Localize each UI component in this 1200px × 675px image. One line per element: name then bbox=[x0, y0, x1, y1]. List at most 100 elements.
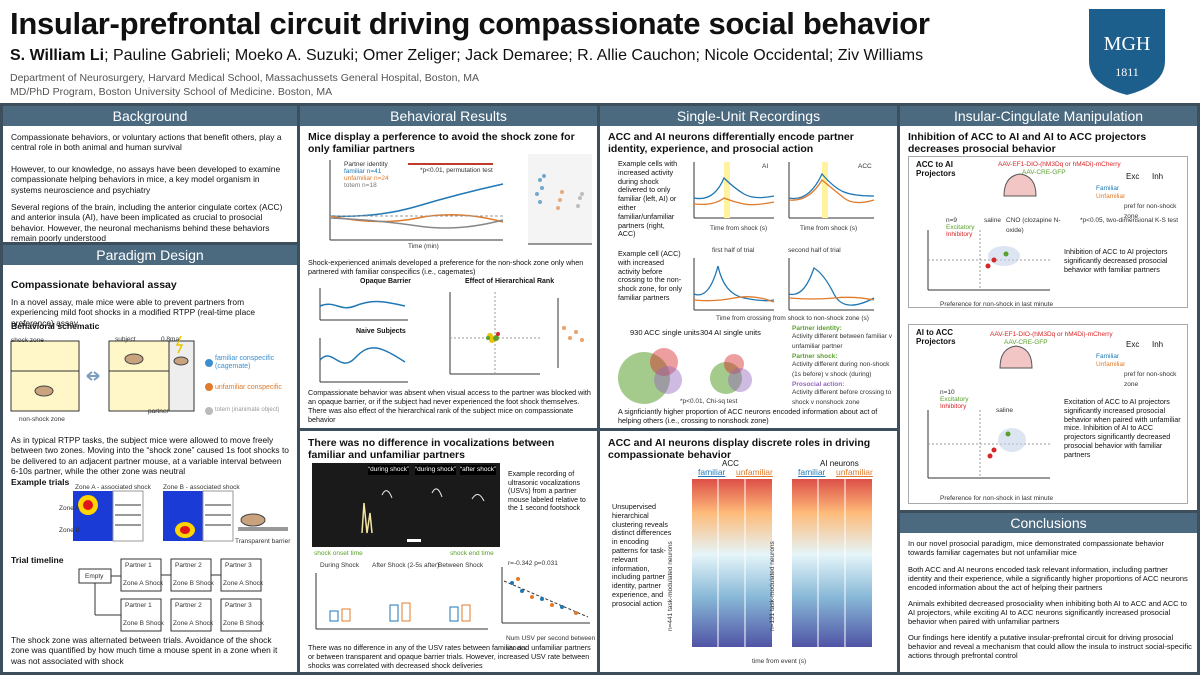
paradigm-heading: Paradigm Design bbox=[3, 245, 297, 265]
subject-label: subject bbox=[115, 336, 136, 343]
shock-onset-label: shock onset time bbox=[314, 550, 363, 557]
familiar-label-2: Familiar bbox=[1096, 353, 1120, 360]
ai-to-acc-box bbox=[908, 324, 1188, 504]
conclusions-heading: Conclusions bbox=[900, 513, 1197, 533]
acc-unfamiliar-label: unfamiliar bbox=[736, 467, 773, 477]
n9-label: n=9 bbox=[946, 217, 958, 224]
singleunit-heading: Single-Unit Recordings bbox=[600, 106, 897, 126]
ai-cell-label: AI bbox=[762, 163, 769, 170]
empty-label: Empty bbox=[85, 573, 104, 580]
conclusion-p1: In our novel prosocial paradigm, mice de… bbox=[908, 539, 1164, 557]
after-shock-label: After Shock (2-5s after) bbox=[372, 562, 440, 569]
ai-units-label: 304 AI single units bbox=[700, 328, 761, 337]
legend-unfamiliar-n: unfamiliar n=24 bbox=[344, 175, 389, 182]
ai-heatmap-title: AI neurons bbox=[820, 459, 859, 468]
opaque-barrier-chart bbox=[319, 288, 408, 321]
venn-diagrams bbox=[618, 348, 752, 404]
cell2-activity-charts bbox=[693, 258, 875, 311]
zone-a-shock-3: Zone A Shock bbox=[173, 620, 214, 627]
acc-n-label: n=441 task-modulated neurons bbox=[667, 541, 674, 631]
behavioral-title-2: There was no difference in vocalizations… bbox=[308, 437, 555, 461]
ai-familiar-label: familiar bbox=[798, 467, 826, 477]
partner2-label: Partner 2 bbox=[175, 562, 202, 569]
conclusion-p4: Our findings here identify a putative in… bbox=[908, 633, 1192, 660]
legend-familiar-n: familiar n=41 bbox=[344, 168, 382, 175]
acc-ai-scatter bbox=[927, 230, 1050, 291]
singleunit-caption-1: A signficiantly higher proportion of ACC… bbox=[618, 407, 878, 425]
logo-year: 1811 bbox=[1115, 65, 1139, 79]
pref-label-2: pref for non-shock zone bbox=[1124, 371, 1177, 389]
zone-a-assoc-label: Zone A - associated shock bbox=[75, 484, 151, 491]
mouse-icon bbox=[34, 385, 54, 397]
mouse-icon bbox=[173, 356, 189, 366]
legend-totem-n: totem n=18 bbox=[344, 182, 377, 189]
paradigm-subtitle: Compassionate behavioral assay bbox=[11, 279, 177, 291]
saline-label-1: saline bbox=[984, 217, 1001, 224]
pa-label: Prosocial action: bbox=[792, 381, 845, 388]
ps-label: Partner shock: bbox=[792, 353, 838, 360]
trial-timeline-diagram bbox=[78, 558, 262, 632]
opaque-barrier-label: Opaque Barrier bbox=[360, 278, 411, 285]
partner2-label-2: Partner 2 bbox=[175, 602, 202, 609]
affiliation-1: Department of Neurosurgery, Harvard Medi… bbox=[10, 72, 480, 84]
behavioral-schematic bbox=[10, 335, 213, 415]
shock-zone-label: shock zone bbox=[11, 337, 44, 344]
acc-cell-label: ACC bbox=[858, 163, 872, 170]
conclusions-panel: Conclusions In our novel prosocial parad… bbox=[900, 513, 1197, 672]
poster-header: Insular-prefrontal circuit driving compa… bbox=[0, 0, 1200, 103]
insular-title-1: Inhibition of ACC to AI and AI to ACC pr… bbox=[908, 131, 1147, 155]
usv-correlation-scatter bbox=[501, 567, 590, 624]
usv-spectrogram bbox=[312, 463, 500, 547]
unfamiliar-label-1: Unfamiliar bbox=[1096, 193, 1126, 200]
virus1-label: AAV-EF1-DIO-(hM3Dq or hM4Di)-mCherry bbox=[998, 161, 1121, 168]
time-from-cross-label: Time from crossing from shock to non-sho… bbox=[716, 315, 869, 322]
correlation-stat: r=-0.342 p=0.031 bbox=[508, 560, 558, 567]
legend-familiar: familiar conspecific (cagemate) bbox=[215, 355, 275, 370]
cluster-text: Unsupervised hierarchical clustering rev… bbox=[612, 502, 672, 608]
hierarchical-rank-chart bbox=[449, 292, 584, 375]
brain-sagittal-icon bbox=[1003, 173, 1037, 197]
virus2b-label: AAV-CRE-GFP bbox=[1004, 339, 1048, 346]
poster-title: Insular-prefrontal circuit driving compa… bbox=[10, 6, 930, 41]
ai-heatmap bbox=[792, 479, 872, 647]
pa-desc: Activity different before crossing to sh… bbox=[792, 389, 892, 407]
zone-b-shock-1: Zone B Shock bbox=[173, 580, 214, 587]
legend-unfamiliar: unfamiliar conspecific bbox=[215, 384, 282, 391]
zone-a-shock-2: Zone A Shock bbox=[223, 580, 264, 587]
behavioral-heading: Behavioral Results bbox=[300, 106, 597, 126]
ai-unfamiliar-label: unfamiliar bbox=[836, 467, 873, 477]
familiar-label-1: Familiar bbox=[1096, 185, 1120, 192]
behavioral-title-1: Mice display a perference to avoid the s… bbox=[308, 131, 575, 155]
background-p2: However, to our knowledge, no assays hav… bbox=[11, 164, 281, 195]
excitatory-label-2: Excitatory bbox=[940, 396, 969, 403]
inhibitory-label-2: Inhibitory bbox=[940, 403, 967, 410]
between-shock-label: Between Shock bbox=[438, 562, 484, 569]
x-axis-label: Time (min) bbox=[408, 243, 439, 250]
insular-panel: Insular-Cingulate Manipulation Inhibitio… bbox=[900, 106, 1197, 510]
proj2-label: AI to ACC Projectors bbox=[916, 328, 956, 346]
preference-scatter bbox=[528, 154, 592, 245]
nusv-axis-label: Num USV per second between shocks bbox=[506, 635, 596, 653]
behavioral-caption-3: There was no difference in any of the US… bbox=[308, 643, 591, 670]
legend-title: Partner identity bbox=[344, 161, 388, 168]
acc-familiar-label: familiar bbox=[698, 467, 726, 477]
cell1-activity-charts bbox=[693, 162, 875, 219]
saline-label-2: saline bbox=[996, 407, 1013, 414]
zone-a-label: Zone A bbox=[59, 505, 80, 512]
singleunit-panel: Single-Unit Recordings ACC and AI neuron… bbox=[600, 106, 897, 428]
zone-b-shock-2: Zone B Shock bbox=[123, 620, 164, 627]
affiliations: Department of Neurosurgery, Harvard Medi… bbox=[10, 71, 479, 99]
acc-heatmap-title: ACC bbox=[722, 459, 739, 468]
acc-units-label: 930 ACC single units bbox=[630, 328, 700, 337]
acc-to-ai-box bbox=[908, 156, 1188, 308]
singleunit-title-1: ACC and AI neurons differentially encode… bbox=[608, 131, 854, 155]
usv-boxplots bbox=[315, 573, 488, 630]
insular-caption-2: Excitation of ACC to AI projectors signi… bbox=[1064, 397, 1181, 459]
ks-stat-1: *p<0.05, two-dimensional K-S test bbox=[1080, 217, 1179, 224]
paradigm-task-text: As in typical RTPP tasks, the subject mi… bbox=[11, 435, 289, 476]
clustering-panel: ACC and AI neurons display discrete role… bbox=[600, 431, 897, 672]
n10-label: n=10 bbox=[940, 389, 955, 396]
permutation-stat: *p<0.01, permutation test bbox=[420, 167, 493, 174]
pi-desc: Activity different between familiar v un… bbox=[792, 333, 892, 351]
zone-a-shock-1: Zone A Shock bbox=[123, 580, 164, 587]
